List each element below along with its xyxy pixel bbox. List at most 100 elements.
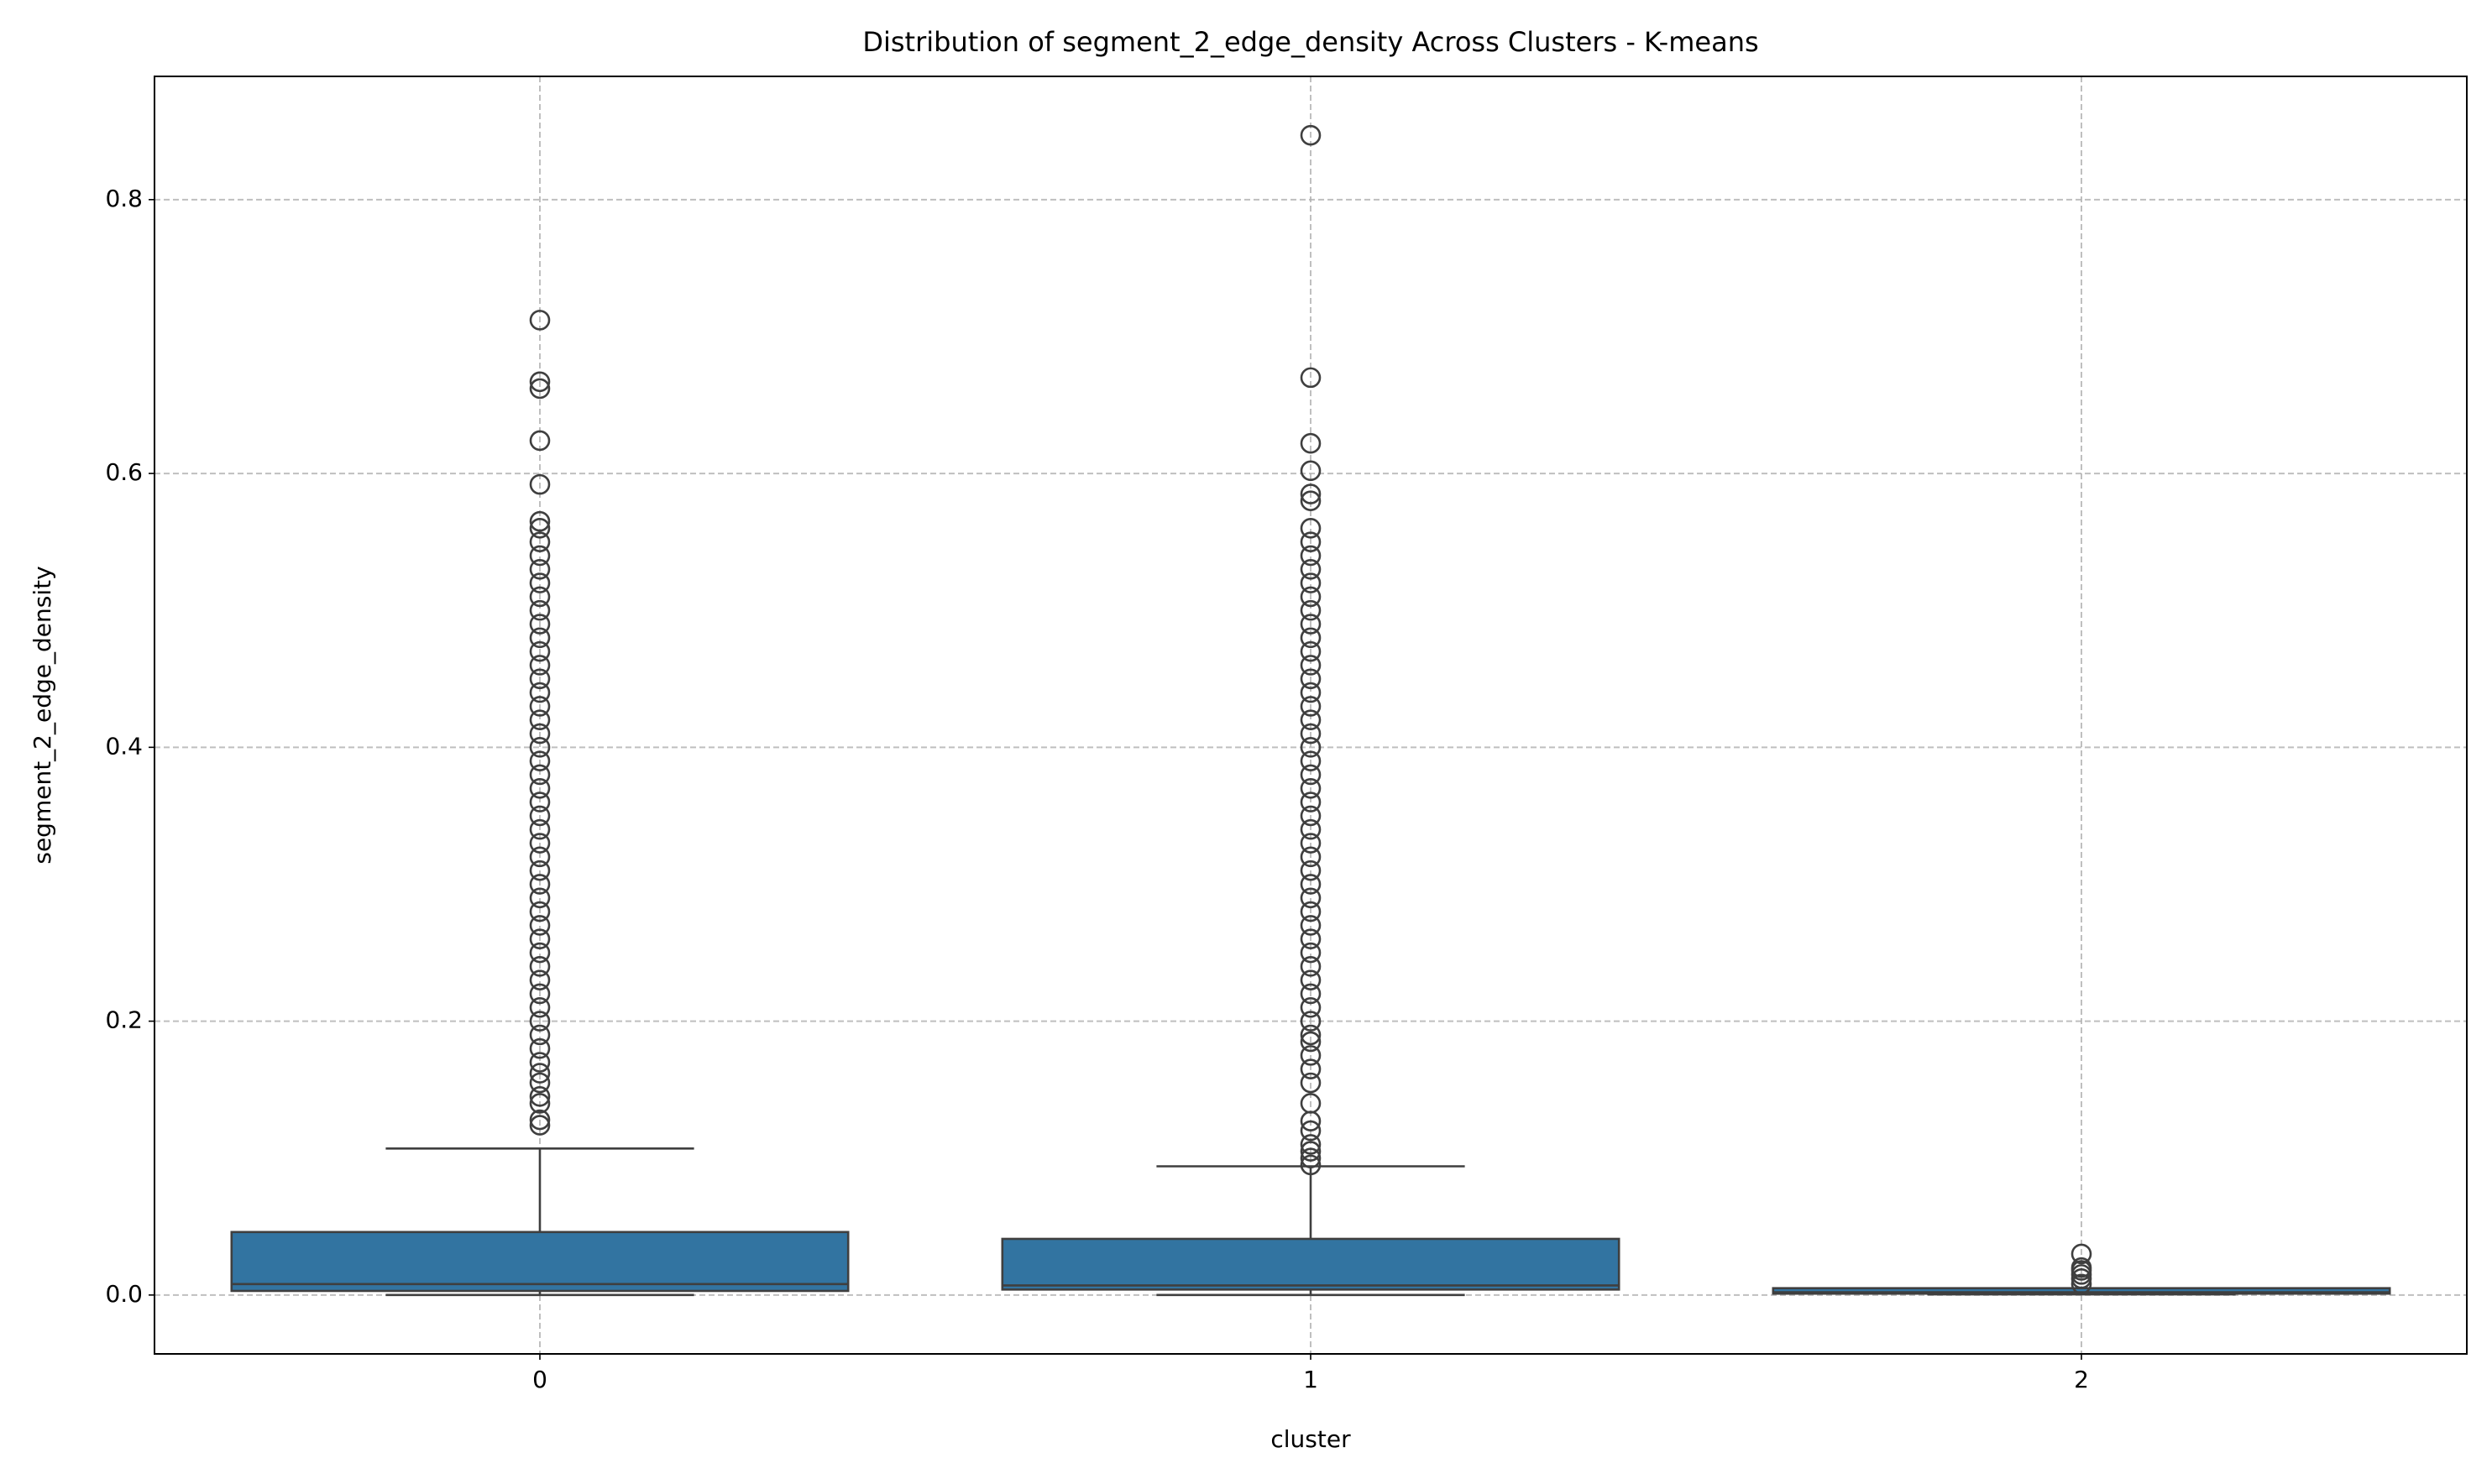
outlier (1300, 942, 1322, 964)
outlier (529, 792, 551, 813)
outlier (529, 1093, 551, 1114)
outlier (1300, 558, 1322, 580)
outlier (529, 818, 551, 840)
outlier (529, 310, 551, 331)
outlier (1300, 572, 1322, 593)
outlier (529, 627, 551, 649)
outlier (1300, 846, 1322, 868)
y-tick-label: 0.0 (105, 1280, 143, 1308)
outlier (1300, 956, 1322, 977)
outlier (529, 430, 551, 452)
outlier (1300, 614, 1322, 635)
outlier (529, 723, 551, 745)
outlier (529, 545, 551, 567)
outlier (2071, 1243, 2092, 1265)
outlier (1300, 709, 1322, 731)
outlier (529, 696, 551, 717)
outlier (1300, 750, 1322, 771)
outlier (529, 1024, 551, 1046)
outlier (1300, 1072, 1322, 1094)
plot-frame (154, 76, 2468, 1355)
outlier (1300, 586, 1322, 608)
outlier (1300, 599, 1322, 621)
outlier (529, 942, 551, 964)
y-tick-label: 0.6 (105, 458, 143, 486)
outlier (529, 887, 551, 909)
box (1001, 1237, 1620, 1291)
outlier (1300, 483, 1322, 504)
outlier (529, 833, 551, 854)
outlier (529, 668, 551, 690)
outlier (1300, 696, 1322, 717)
outlier (529, 777, 551, 799)
outlier (529, 682, 551, 703)
chart-title: Distribution of segment_2_edge_density A… (862, 26, 1758, 58)
outlier (1300, 367, 1322, 389)
outlier (1300, 1134, 1322, 1155)
outlier (1300, 460, 1322, 482)
outlier (529, 1063, 551, 1084)
outlier (1300, 764, 1322, 786)
outlier (1300, 518, 1322, 539)
outlier (1300, 668, 1322, 690)
outlier (529, 915, 551, 936)
outlier (529, 572, 551, 593)
outlier (1300, 1093, 1322, 1114)
outlier (529, 846, 551, 868)
outlier (1300, 969, 1322, 990)
outlier (1300, 818, 1322, 840)
box (230, 1231, 850, 1293)
y-axis-label: segment_2_edge_density (29, 566, 56, 864)
outlier (1300, 490, 1322, 512)
outlier (1300, 723, 1322, 745)
outlier (529, 928, 551, 950)
y-tick-label: 0.8 (105, 185, 143, 212)
outlier (1300, 432, 1322, 454)
outlier (1300, 1141, 1322, 1162)
outlier (2071, 1257, 2092, 1278)
outlier (1300, 640, 1322, 662)
outlier (529, 518, 551, 539)
outlier (529, 1011, 551, 1032)
outlier (529, 1052, 551, 1073)
outlier (1300, 1031, 1322, 1053)
outlier (1300, 1045, 1322, 1066)
outlier (2071, 1273, 2092, 1295)
outlier (1300, 627, 1322, 649)
outlier (529, 996, 551, 1018)
outlier (1300, 1147, 1322, 1169)
outlier (529, 805, 551, 827)
outlier (1300, 915, 1322, 936)
outlier (529, 531, 551, 552)
outlier (529, 640, 551, 662)
outlier (529, 599, 551, 621)
outlier (1300, 531, 1322, 552)
outlier (529, 1072, 551, 1094)
outlier (529, 750, 551, 771)
x-axis-label: cluster (1270, 1425, 1351, 1453)
outlier (1300, 1024, 1322, 1046)
outlier (529, 371, 551, 393)
outlier (1300, 874, 1322, 895)
outlier (529, 764, 551, 786)
outlier (1300, 983, 1322, 1005)
outlier (529, 956, 551, 977)
outlier (529, 1086, 551, 1107)
outlier (1300, 887, 1322, 909)
outlier (1300, 928, 1322, 950)
outlier (529, 1115, 551, 1136)
outlier (529, 1037, 551, 1059)
outlier (529, 510, 551, 532)
outlier (1300, 737, 1322, 758)
x-tick-label: 1 (1303, 1366, 1318, 1393)
outlier (1300, 805, 1322, 827)
outlier (1300, 1011, 1322, 1032)
outlier (529, 558, 551, 580)
y-tick-label: 0.2 (105, 1006, 143, 1034)
outlier (529, 874, 551, 895)
outlier (1300, 901, 1322, 922)
x-tick-label: 0 (532, 1366, 547, 1393)
outlier (1300, 1154, 1322, 1176)
outlier (1300, 792, 1322, 813)
